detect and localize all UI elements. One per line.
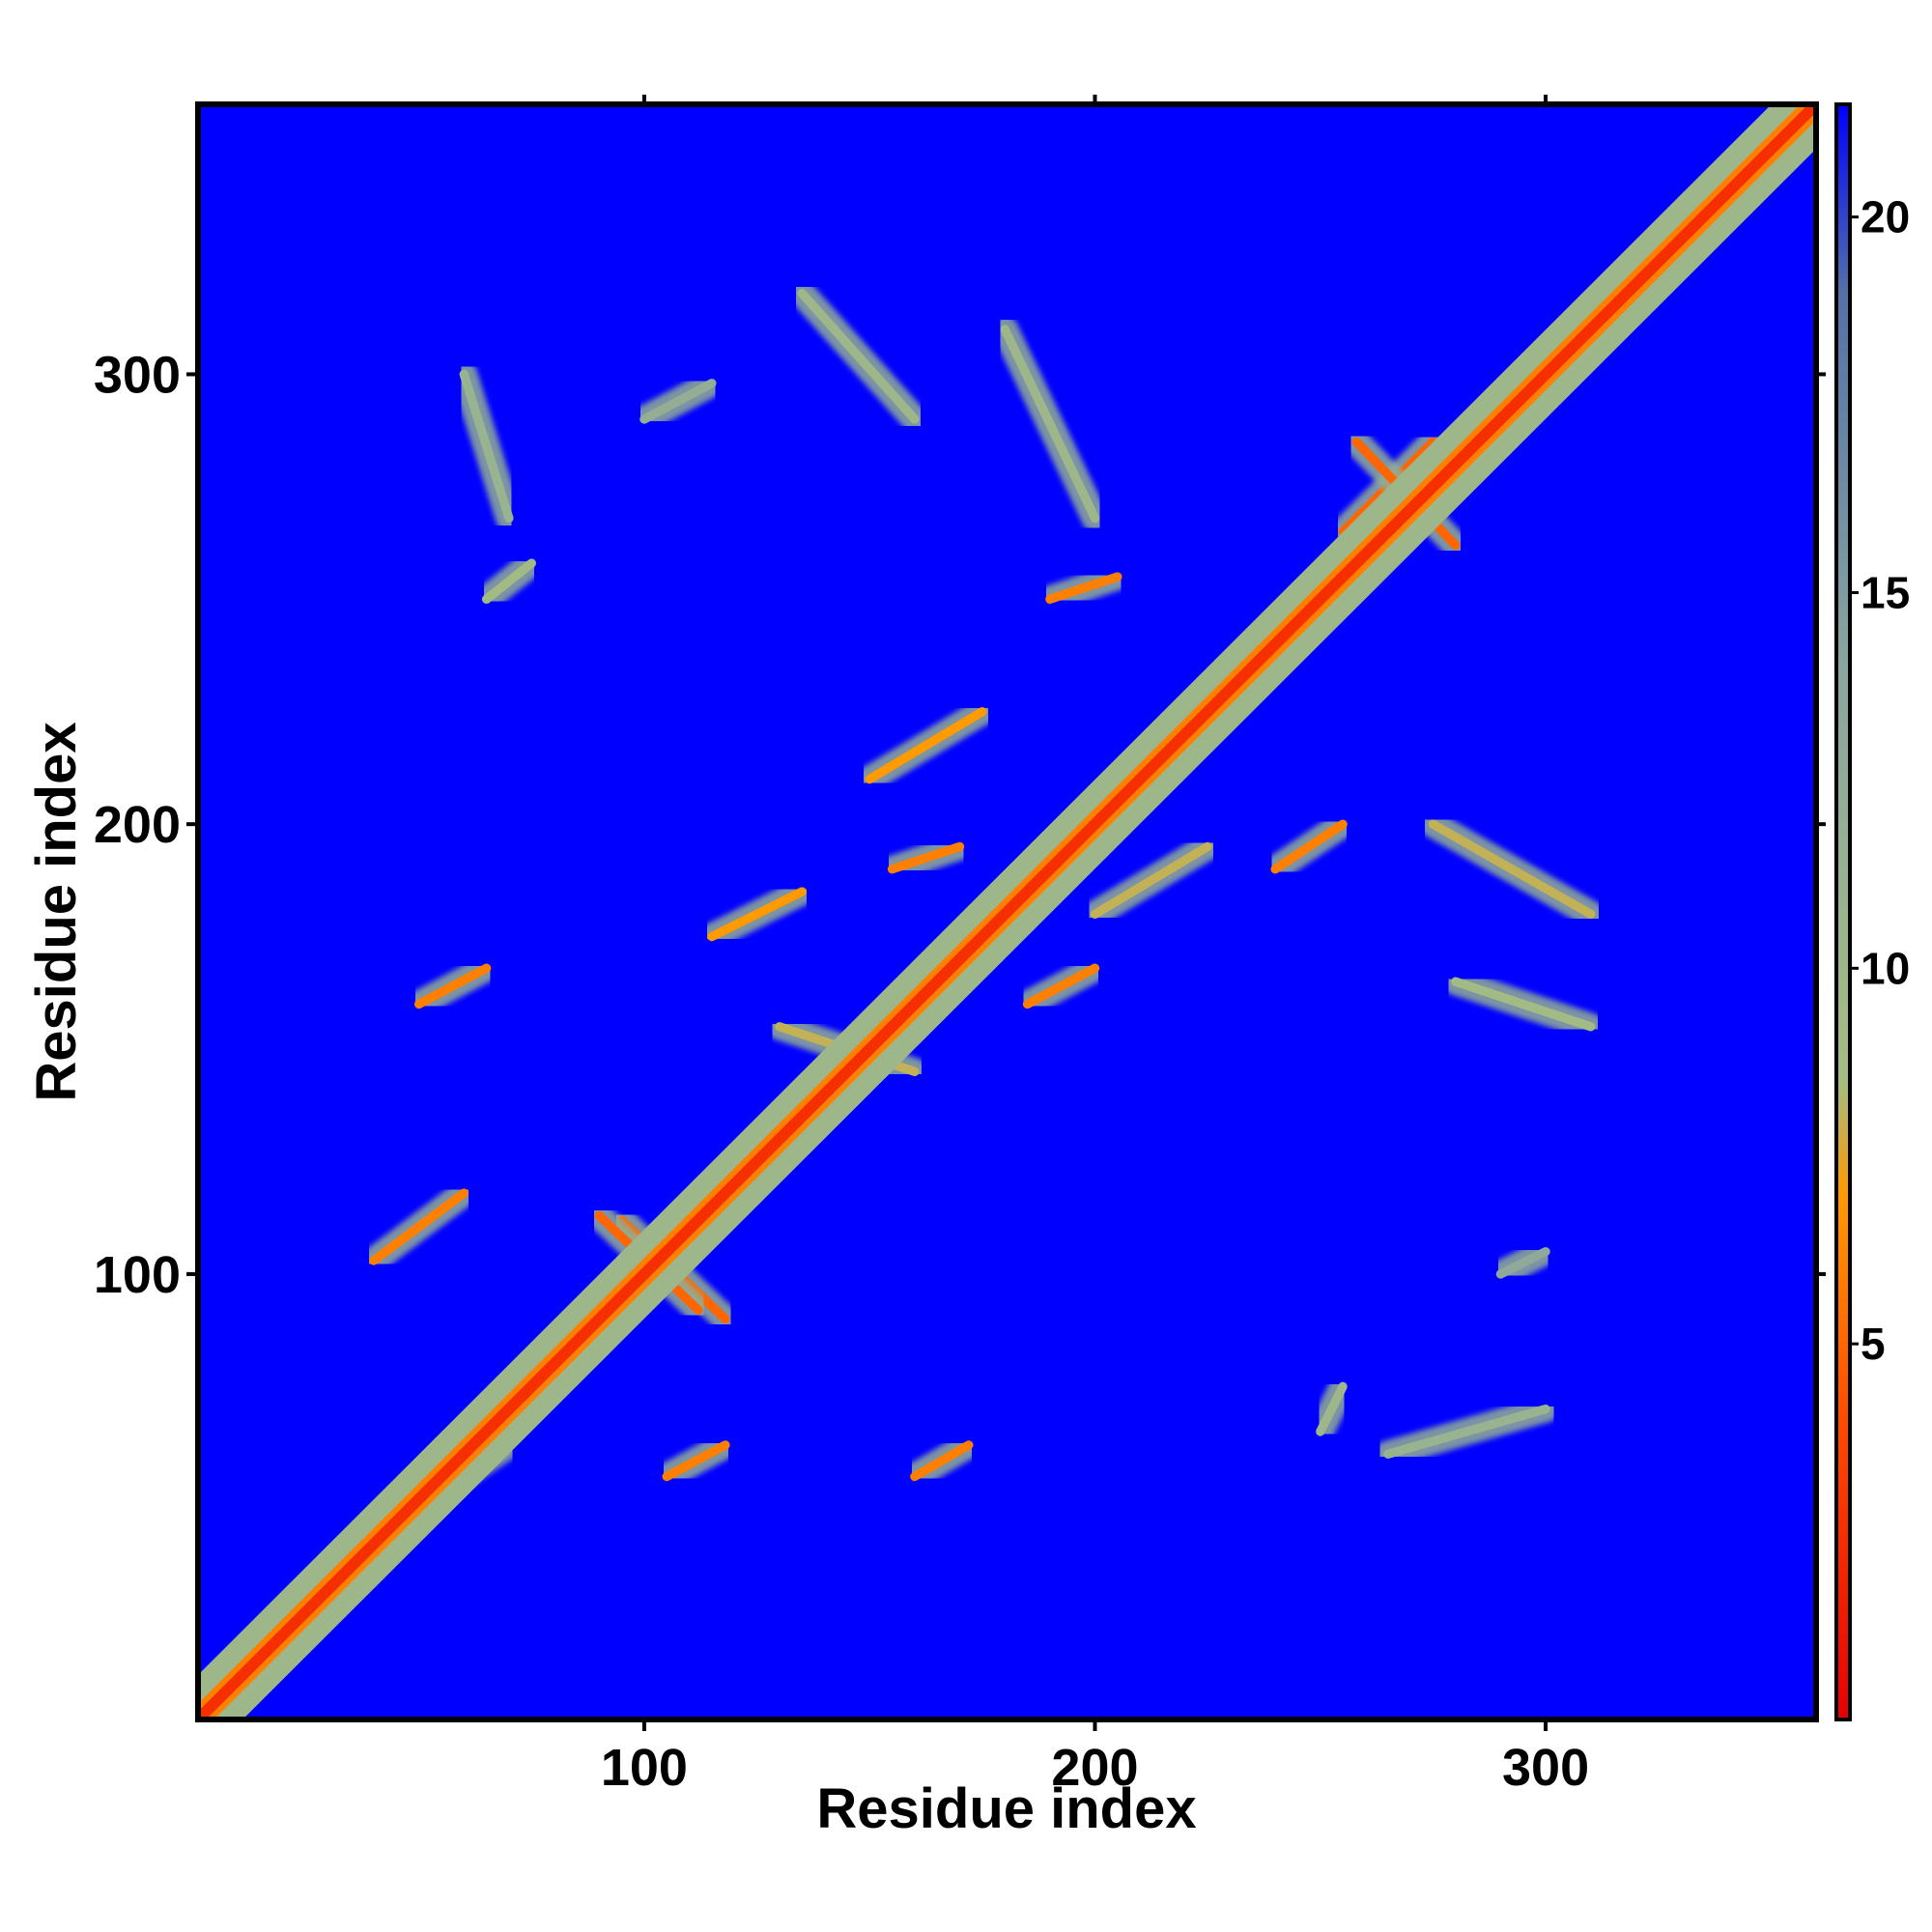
x-axis-ticks: 100 200 300 bbox=[601, 95, 1589, 1797]
contact-segment bbox=[405, 954, 500, 1018]
colorbar: 5 10 15 20 bbox=[1834, 102, 1910, 1721]
y-axis-ticks: 100 200 300 bbox=[94, 346, 1826, 1304]
contact-segment bbox=[472, 550, 546, 613]
contact-segment bbox=[1419, 810, 1605, 928]
x-tick-label: 200 bbox=[1051, 1739, 1138, 1797]
x-tick-label: 300 bbox=[1502, 1739, 1589, 1797]
contact-segment bbox=[1036, 563, 1131, 613]
heatmap-area bbox=[198, 104, 1816, 1719]
contact-segment bbox=[900, 1431, 982, 1491]
contact-segment bbox=[1441, 968, 1605, 1040]
contact-segment bbox=[878, 833, 974, 883]
colorbar-ticks: 5 10 15 20 bbox=[1850, 192, 1910, 1369]
contact-segment bbox=[630, 369, 725, 434]
diagonal-band bbox=[198, 104, 1816, 1719]
diagonal-core bbox=[198, 104, 1816, 1719]
contact-segment bbox=[856, 697, 996, 793]
colorbar-tick-label: 5 bbox=[1861, 1319, 1886, 1369]
colorbar-tick-label: 10 bbox=[1861, 943, 1910, 993]
contact-segment bbox=[991, 315, 1109, 532]
contact-segment bbox=[653, 1431, 739, 1491]
colorbar-fill bbox=[1836, 104, 1850, 1719]
contact-segment bbox=[1306, 1373, 1357, 1445]
y-tick-label: 200 bbox=[94, 796, 181, 854]
y-axis-title: Residue index bbox=[25, 722, 88, 1101]
contact-segment bbox=[788, 279, 928, 434]
contact-segment bbox=[1081, 833, 1222, 928]
x-axis-title: Residue index bbox=[816, 1777, 1196, 1840]
contact-segment bbox=[450, 360, 523, 532]
contact-segment bbox=[1374, 1395, 1560, 1468]
colorbar-tick-label: 20 bbox=[1861, 192, 1910, 242]
contact-segment bbox=[1262, 810, 1357, 883]
y-tick-label: 300 bbox=[94, 346, 181, 404]
plot-frame bbox=[195, 101, 1819, 1722]
x-tick-label: 100 bbox=[601, 1739, 688, 1797]
colorbar-tick-label: 15 bbox=[1861, 567, 1910, 617]
y-tick-label: 100 bbox=[94, 1246, 181, 1304]
contact-segment bbox=[697, 878, 816, 951]
contact-segment bbox=[1487, 1237, 1560, 1288]
contact-segment bbox=[359, 1179, 478, 1274]
colorbar-frame bbox=[1834, 102, 1852, 1721]
contact-segment bbox=[1013, 954, 1109, 1018]
